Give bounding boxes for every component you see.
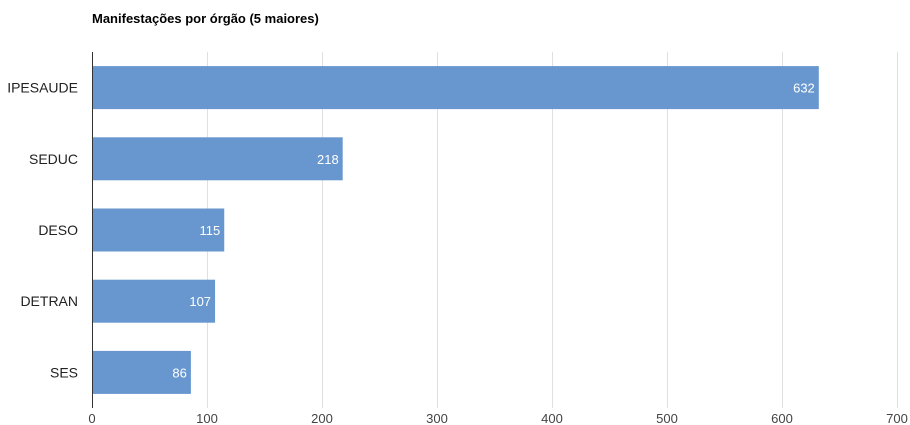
x-tick-label: 100 [196,411,218,425]
category-label: SES [50,364,78,380]
category-label: DETRAN [20,293,78,309]
category-label: SEDUC [29,151,78,167]
bar-seduc [92,137,343,181]
chart-title: Manifestações por órgão (5 maiores) [92,11,319,26]
x-tick-label: 0 [88,411,95,425]
x-tick-label: 200 [311,411,333,425]
bar-deso [92,208,225,252]
value-label: 115 [200,223,221,238]
x-tick-label: 700 [886,411,908,425]
x-tick-label: 500 [656,411,678,425]
value-label: 632 [793,81,815,96]
category-label: DESO [38,222,78,238]
value-label: 107 [189,294,211,309]
value-label: 86 [172,365,186,380]
category-label: IPESAUDE [7,80,78,96]
x-tick-label: 600 [771,411,793,425]
x-tick-label: 300 [426,411,448,425]
value-label: 218 [317,152,339,167]
x-tick-label: 400 [541,411,563,425]
bar-detran [92,279,216,323]
bar-ses [92,350,191,394]
bar-ipesaude [92,66,819,110]
